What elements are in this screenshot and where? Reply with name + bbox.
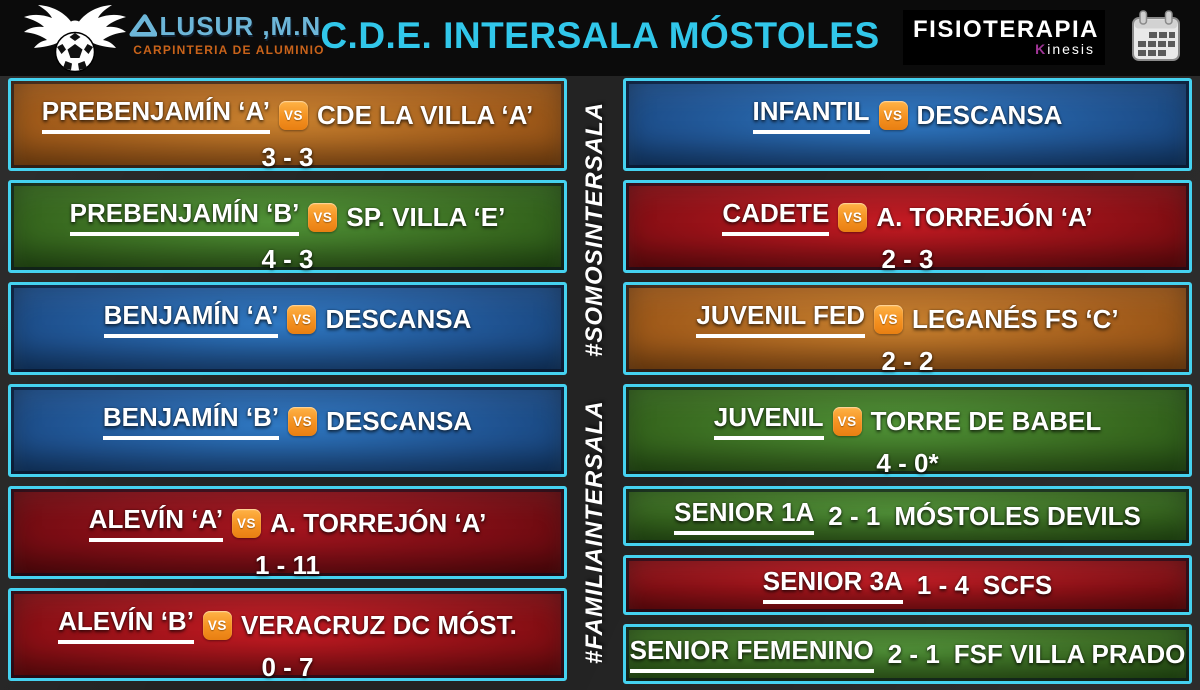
match-card: CADETE VS A. TORREJÓN ‘A’ 2 - 3: [623, 180, 1192, 274]
match-score: 2 - 2: [881, 346, 934, 376]
away-team-name: DESCANSA: [916, 99, 1063, 130]
vs-badge: VS: [232, 508, 262, 538]
match-score: 1 - 11: [254, 550, 321, 580]
match-line: CADETE VS A. TORREJÓN ‘A’: [722, 198, 1093, 236]
match-score: 4 - 3: [261, 244, 314, 274]
away-team-name: SP. VILLA ‘E’: [346, 201, 506, 232]
match-line: ALEVÍN ‘A’ VS A. TORREJÓN ‘A’: [88, 504, 487, 542]
right-results-column: INFANTIL VS DESCANSA CADETE VS A. TORREJÓN ‘A…: [623, 78, 1192, 684]
senior-score: 1 - 4: [916, 569, 969, 600]
vs-badge: VS: [878, 100, 908, 130]
header: LUSUR ,M.N. CARPINTERIA DE ALUMINIO C.D.…: [0, 0, 1200, 76]
page-title: C.D.E. INTERSALA MÓSTOLES: [320, 15, 880, 56]
kinesis-rest: inesis: [1047, 41, 1095, 57]
home-team-name: PREBENJAMÍN ‘A’: [41, 96, 271, 134]
alusur-tagline: CARPINTERIA DE ALUMINIO: [133, 43, 325, 57]
match-card: JUVENIL VS TORRE DE BABEL 4 - 0*: [623, 384, 1192, 478]
away-team-name: DESCANSA: [325, 303, 472, 334]
home-team-name: PREBENJAMÍN ‘B’: [69, 198, 300, 236]
alusur-brand-text: LUSUR ,M.N.: [159, 11, 330, 41]
home-team-name: INFANTIL: [752, 96, 870, 134]
match-card: PREBENJAMÍN ‘B’ VS SP. VILLA ‘E’ 4 - 3: [8, 180, 567, 274]
match-score: 4 - 0*: [876, 448, 939, 478]
calendar-icon: [1127, 8, 1185, 71]
match-card: ALEVÍN ‘A’ VS A. TORREJÓN ‘A’ 1 - 11: [8, 486, 567, 580]
alusur-sponsor-logo: LUSUR ,M.N. CARPINTERIA DE ALUMINIO: [124, 11, 334, 57]
hashtag-strip: #SOMOSINTERSALA #FAMILIAINTERSALA: [566, 78, 624, 684]
home-team-name: JUVENIL FED: [696, 300, 865, 338]
away-team-name: A. TORREJÓN ‘A’: [270, 507, 487, 538]
match-line: BENJAMÍN ‘A’ VS DESCANSA: [103, 300, 472, 338]
away-team-name: A. TORREJÓN ‘A’: [876, 201, 1093, 232]
senior-line: SENIOR FEMENINO 2 - 1 FSF VILLA PRADO: [629, 635, 1186, 673]
away-team-name: DESCANSA: [326, 405, 473, 436]
vs-badge: VS: [838, 202, 868, 232]
home-team-name: BENJAMÍN ‘B’: [102, 402, 280, 440]
senior-opponent: SCFS: [982, 569, 1053, 600]
senior-match-card: SENIOR FEMENINO 2 - 1 FSF VILLA PRADO: [623, 624, 1192, 684]
senior-opponent: FSF VILLA PRADO: [953, 638, 1186, 669]
away-team-name: LEGANÉS FS ‘C’: [911, 303, 1119, 334]
senior-line: SENIOR 1A 2 - 1 MÓSTOLES DEVILS: [674, 497, 1141, 535]
match-card: JUVENIL FED VS LEGANÉS FS ‘C’ 2 - 2: [623, 282, 1192, 376]
left-results-column: PREBENJAMÍN ‘A’ VS CDE LA VILLA ‘A’ 3 - 3 PR…: [8, 78, 567, 682]
senior-match-card: SENIOR 1A 2 - 1 MÓSTOLES DEVILS: [623, 486, 1192, 546]
match-line: JUVENIL VS TORRE DE BABEL: [713, 402, 1102, 440]
match-card: INFANTIL VS DESCANSA: [623, 78, 1192, 171]
vs-badge: VS: [832, 406, 862, 436]
home-team-name: BENJAMÍN ‘A’: [103, 300, 279, 338]
vs-badge: VS: [873, 304, 903, 334]
vs-badge: VS: [308, 202, 338, 232]
match-line: ALEVÍN ‘B’ VS VERACRUZ DC MÓST.: [58, 606, 517, 644]
senior-team-name: SENIOR FEMENINO: [629, 635, 874, 673]
fisioterapia-kinesis-logo: FISIOTERAPIA Kinesis: [903, 10, 1105, 65]
senior-score: 2 - 1: [887, 638, 940, 669]
fisioterapia-text: FISIOTERAPIA: [913, 16, 1100, 43]
match-card: BENJAMÍN ‘A’ VS DESCANSA: [8, 282, 567, 375]
kinesis-k-initial: K: [1035, 41, 1048, 57]
match-line: BENJAMÍN ‘B’ VS DESCANSA: [102, 402, 473, 440]
match-card: ALEVÍN ‘B’ VS VERACRUZ DC MÓST. 0 - 7: [8, 588, 567, 682]
away-team-name: VERACRUZ DC MÓST.: [240, 609, 517, 640]
match-score: 0 - 7: [261, 652, 314, 682]
hashtag-somosintersala: #SOMOSINTERSALA: [581, 101, 608, 358]
senior-opponent: MÓSTOLES DEVILS: [894, 500, 1141, 531]
vs-badge: VS: [287, 304, 317, 334]
match-score: 2 - 3: [881, 244, 934, 274]
match-score: 3 - 3: [261, 142, 314, 172]
hashtag-familiaintersala: #FAMILIAINTERSALA: [581, 400, 608, 665]
senior-line: SENIOR 3A 1 - 4 SCFS: [762, 566, 1053, 604]
senior-score: 2 - 1: [828, 500, 881, 531]
alusur-triangle-icon: [129, 13, 158, 42]
home-team-name: CADETE: [722, 198, 830, 236]
match-card: BENJAMÍN ‘B’ VS DESCANSA: [8, 384, 567, 477]
senior-team-name: SENIOR 3A: [762, 566, 903, 604]
match-line: PREBENJAMÍN ‘A’ VS CDE LA VILLA ‘A’: [41, 96, 534, 134]
vs-badge: VS: [279, 100, 309, 130]
away-team-name: CDE LA VILLA ‘A’: [317, 99, 534, 130]
home-team-name: ALEVÍN ‘B’: [58, 606, 194, 644]
senior-team-name: SENIOR 1A: [674, 497, 815, 535]
vs-badge: VS: [202, 610, 232, 640]
club-crest-eagle-football-logo: [16, 2, 134, 79]
kinesis-text: Kinesis: [913, 41, 1095, 57]
away-team-name: TORRE DE BABEL: [870, 405, 1102, 436]
home-team-name: ALEVÍN ‘A’: [88, 504, 224, 542]
alusur-brand-row: LUSUR ,M.N.: [124, 11, 334, 42]
match-line: INFANTIL VS DESCANSA: [752, 96, 1063, 134]
match-card: PREBENJAMÍN ‘A’ VS CDE LA VILLA ‘A’ 3 - 3: [8, 78, 567, 172]
senior-match-card: SENIOR 3A 1 - 4 SCFS: [623, 555, 1192, 615]
vs-badge: VS: [288, 406, 318, 436]
match-line: JUVENIL FED VS LEGANÉS FS ‘C’: [696, 300, 1119, 338]
match-line: PREBENJAMÍN ‘B’ VS SP. VILLA ‘E’: [69, 198, 506, 236]
home-team-name: JUVENIL: [713, 402, 824, 440]
